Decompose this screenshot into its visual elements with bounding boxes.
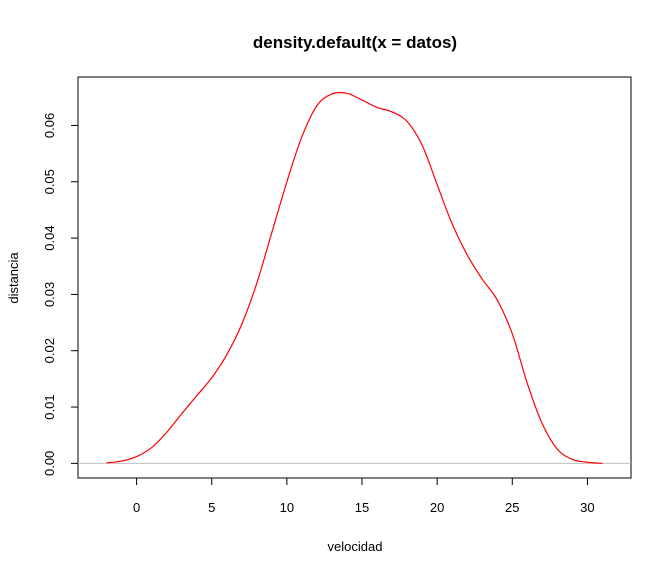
- plot-frame: [77, 76, 632, 479]
- y-tick-label: 0.03: [42, 282, 57, 307]
- x-tick-label: 5: [208, 500, 215, 515]
- y-tick-label: 0.04: [42, 225, 57, 250]
- x-tick-label: 10: [280, 500, 294, 515]
- y-tick-label: 0.06: [42, 113, 57, 138]
- x-axis-label: velocidad: [328, 539, 383, 554]
- x-tick-label: 20: [430, 500, 444, 515]
- x-tick-label: 25: [505, 500, 519, 515]
- y-axis: 0.00 0.01 0.02 0.03 0.04 0.05 0.06: [42, 113, 79, 476]
- density-curve: [106, 91, 603, 464]
- y-tick-label: 0.01: [42, 394, 57, 419]
- x-axis: 0 5 10 15 20 25 30: [133, 477, 595, 515]
- y-tick-label: 0.05: [42, 169, 57, 194]
- y-axis-label: distancia: [6, 252, 21, 304]
- y-tick-label: 0.02: [42, 338, 57, 363]
- x-tick-label: 15: [355, 500, 369, 515]
- x-tick-label: 0: [133, 500, 140, 515]
- y-tick-label: 0.00: [42, 451, 57, 476]
- x-tick-label: 30: [580, 500, 594, 515]
- chart-title: density.default(x = datos): [253, 33, 457, 52]
